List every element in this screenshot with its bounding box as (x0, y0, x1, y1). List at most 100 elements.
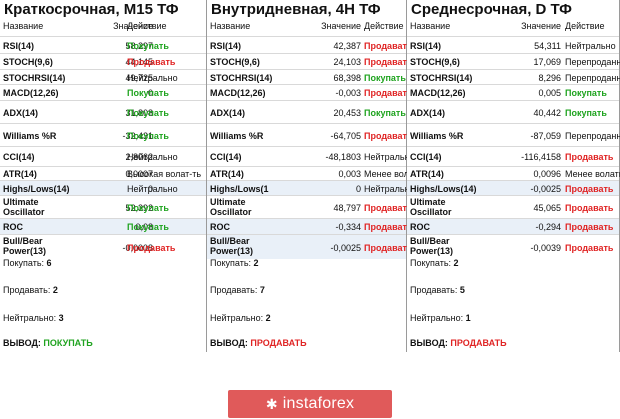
indicator-name: CCI(14) (3, 152, 35, 162)
table-header: Название Значение Действие (0, 20, 206, 33)
summary-sell-count: 5 (459, 285, 465, 295)
indicator-name: STOCHRSI(14) (210, 73, 273, 83)
indicator-action: Менее волатилен (364, 169, 439, 179)
indicator-row: STOCHRSI(14) 8,296 Перепроданность (407, 69, 620, 84)
indicator-action: Покупать (364, 108, 406, 118)
indicator-action: Покупать (565, 88, 607, 98)
indicator-name: ATR(14) (410, 169, 444, 179)
indicator-row: ROC -0,294 Продавать (407, 218, 619, 234)
indicator-name: Ultimate Oscillator (3, 197, 45, 217)
indicator-action: Продавать (364, 222, 413, 232)
indicator-name: MACD(12,26) (3, 88, 59, 98)
indicator-action: Продавать (565, 203, 614, 213)
summary-neutral-label: Нейтрально: (3, 313, 57, 323)
summary-neutral-label: Нейтрально: (210, 313, 264, 323)
indicator-value: 68,398 (333, 73, 361, 83)
indicator-name: ATR(14) (3, 169, 37, 179)
indicator-row: RSI(14) 42,387 Продавать (207, 36, 412, 53)
summary-buy-label: Покупать: (3, 258, 45, 268)
summary-sell-count: 2 (52, 285, 58, 295)
summary-verdict: ВЫВОД: ПОКУПАТЬ (3, 338, 93, 348)
indicator-name: Ultimate Oscillator (210, 197, 252, 217)
header-action: Действие (565, 21, 605, 31)
panel-medium-term-d: Среднесрочная, D ТФ Название Значение Дейст… (407, 0, 620, 352)
indicator-name: ROC (3, 222, 23, 232)
indicator-action: Нейтрально (364, 184, 415, 194)
indicator-value: 0,08 (135, 222, 153, 232)
indicator-row: ROC -0,334 Продавать (207, 218, 412, 234)
indicator-value: 48,797 (333, 203, 361, 213)
indicator-value: -0,0025 (330, 243, 361, 253)
indicator-value: -64,705 (330, 131, 361, 141)
indicator-name: ADX(14) (3, 108, 39, 118)
summary-neutral: Нейтрально: 3 (3, 313, 64, 323)
indicator-row: ADX(14) 40,442 Покупать (407, 100, 619, 123)
indicator-name: RSI(14) (410, 41, 442, 51)
indicator-row: Highs/Lows(14) -0,0025 Продавать (407, 180, 619, 195)
indicator-value: 0 (147, 184, 153, 194)
indicator-action: Высокая волат-ть (127, 169, 202, 179)
indicator-row: Bull/Bear Power(13) -0,0025 Продавать (207, 234, 412, 259)
table-header: Название Значение Действие (207, 20, 406, 33)
indicator-row: STOCHRSI(14) 68,398 Покупать (207, 69, 406, 84)
indicator-value: 0,005 (538, 88, 561, 98)
indicator-row: STOCH(9,6) 17,069 Перепроданность (407, 53, 620, 69)
indicator-name: Bull/Bear Power(13) (3, 236, 47, 256)
indicator-row: MACD(12,26) -0,003 Продавать (207, 84, 412, 100)
summary-buy-count: 2 (253, 258, 259, 268)
indicator-action: Покупать (127, 131, 169, 141)
header-value: Значение (521, 21, 561, 31)
indicator-value: -0,0025 (530, 184, 561, 194)
panel-intraday-4h: Внутридневная, 4H ТФ Название Значение Дейс… (207, 0, 438, 352)
indicator-row: ATR(14) 0,0096 Менее волатилен (407, 166, 620, 180)
indicator-value: -87,059 (530, 131, 561, 141)
summary-sell-label: Продавать: (3, 285, 51, 295)
summary-buy-count: 2 (453, 258, 459, 268)
summary-sell-label: Продавать: (210, 285, 258, 295)
summary-sell: Продавать: 5 (410, 285, 465, 295)
indicator-value: 40,442 (533, 108, 561, 118)
indicator-name: ROC (210, 222, 230, 232)
indicator-name: Highs/Lows(14) (410, 184, 477, 194)
indicator-value: 0 (147, 88, 153, 98)
indicator-row: Ultimate Oscillator 52,392 Покупать (0, 195, 206, 218)
indicator-action: Продавать (364, 243, 413, 253)
indicator-row: Highs/Lows(1 0 Нейтрально (207, 180, 415, 195)
indicator-value: 24,103 (333, 57, 361, 67)
indicator-row: STOCH(9,6) 44,145 Продавать (0, 53, 206, 69)
indicator-row: Williams %R -87,059 Перепроданность (407, 123, 620, 146)
indicator-row: ATR(14) 0,003 Менее волатилен (207, 166, 438, 180)
header-name: Название (3, 21, 44, 31)
indicator-row: Bull/Bear Power(13) -0,0008 Продавать (0, 234, 206, 259)
indicator-action: Покупать (127, 88, 169, 98)
summary-neutral-count: 2 (265, 313, 271, 323)
indicator-value: -116,4158 (521, 152, 561, 162)
indicator-value: 54,311 (534, 41, 561, 51)
summary-sell-label: Продавать: (410, 285, 458, 295)
indicator-value: -0,003 (335, 88, 361, 98)
indicator-action: Покупать (127, 108, 169, 118)
logo-text: instaforex (282, 395, 355, 412)
indicator-action: Продавать (127, 57, 176, 67)
indicator-name: RSI(14) (210, 41, 242, 51)
summary-verdict: ВЫВОД: ПРОДАВАТЬ (410, 338, 507, 348)
indicator-row: Ultimate Oscillator 45,065 Продавать (407, 195, 619, 218)
indicator-name: CCI(14) (210, 152, 242, 162)
verdict-value: ПОКУПАТЬ (43, 338, 93, 348)
summary-buy: Покупать: 2 (410, 258, 459, 268)
indicator-name: STOCH(9,6) (410, 57, 460, 67)
verdict-value: ПРОДАВАТЬ (450, 338, 507, 348)
indicator-action: Покупать (565, 108, 607, 118)
indicator-value: -48,1803 (325, 152, 361, 162)
instaforex-logo: ✱ instaforex (228, 390, 392, 418)
indicator-value: -32,431 (122, 131, 153, 141)
indicator-name: ADX(14) (410, 108, 446, 118)
panel-short-term-m15: Краткосрочная, M15 ТФ Название Значение Дей… (0, 0, 207, 352)
indicator-value: 8,296 (538, 73, 561, 83)
indicator-value: 0,0096 (533, 169, 561, 179)
indicator-name: Ultimate Oscillator (410, 197, 452, 217)
indicator-action: Продавать (364, 203, 413, 213)
indicator-action: Продавать (565, 152, 614, 162)
indicator-name: Williams %R (3, 131, 57, 141)
indicator-value: 42,387 (333, 41, 361, 51)
